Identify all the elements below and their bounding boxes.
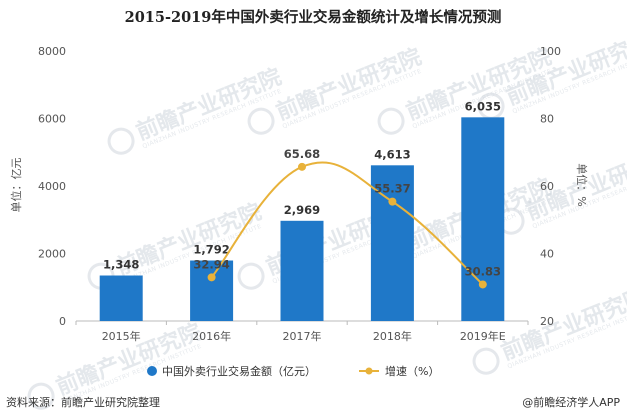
y-left-tick-label: 8000 bbox=[38, 45, 66, 58]
x-tick-label: 2016年 bbox=[192, 329, 231, 343]
bar-value-label: 1,792 bbox=[193, 243, 229, 257]
y-left-ticks: 0 2000 4000 6000 8000 bbox=[38, 45, 66, 328]
bar bbox=[280, 220, 324, 321]
line-point bbox=[207, 273, 216, 282]
y-left-tick-label: 2000 bbox=[38, 248, 66, 261]
brand-note: @前瞻经济学人APP bbox=[522, 395, 620, 409]
x-tick-label: 2015年 bbox=[102, 329, 141, 343]
watermark-logo-icon bbox=[247, 107, 275, 135]
y-right-tick-label: 20 bbox=[540, 315, 554, 328]
bar bbox=[99, 275, 143, 321]
chart-title: 2015-2019年中国外卖行业交易金额统计及增长情况预测 bbox=[125, 8, 502, 26]
x-tick-label: 2018年 bbox=[373, 329, 412, 343]
bar-value-label: 2,969 bbox=[284, 203, 320, 217]
y-right-tick-label: 80 bbox=[540, 113, 554, 126]
line-value-label: 30.83 bbox=[465, 264, 501, 278]
growth-line bbox=[210, 161, 484, 286]
y-left-tick-label: 4000 bbox=[38, 180, 66, 193]
watermark-logo-icon bbox=[27, 382, 55, 410]
watermark-logo-icon bbox=[107, 127, 135, 155]
watermark-logo-icon bbox=[477, 92, 505, 120]
y-right-ticks: 20 40 60 80 100 bbox=[540, 45, 561, 328]
watermark-text: 前瞻产业研究院 bbox=[273, 44, 426, 126]
line-point bbox=[298, 162, 306, 171]
bar-value-label: 4,613 bbox=[374, 147, 410, 161]
watermark-logo-icon bbox=[377, 107, 405, 135]
watermark-logo-icon bbox=[237, 262, 265, 290]
line-value-label: 55.37 bbox=[374, 182, 410, 196]
legend-line-label: 增速（%） bbox=[385, 364, 439, 378]
legend-line-marker bbox=[365, 367, 373, 375]
line-series bbox=[207, 161, 487, 289]
bar-value-label: 1,348 bbox=[103, 258, 139, 272]
y-right-axis-title: 单位：% bbox=[575, 163, 589, 206]
legend-item-line: 增速（%） bbox=[359, 364, 439, 378]
line-point bbox=[478, 280, 487, 289]
y-left-tick-label: 0 bbox=[59, 315, 66, 328]
y-right-tick-label: 40 bbox=[540, 248, 554, 261]
line-value-label: 65.68 bbox=[284, 147, 320, 161]
bar-value-label: 6,035 bbox=[465, 99, 501, 113]
line-value-label: 32.94 bbox=[193, 257, 229, 271]
legend-bar-swatch bbox=[147, 366, 157, 376]
line-point bbox=[388, 197, 397, 206]
legend-item-bar: 中国外卖行业交易金额（亿元） bbox=[147, 364, 316, 378]
watermark-logo-icon bbox=[472, 347, 500, 375]
y-left-tick-label: 6000 bbox=[38, 113, 66, 126]
x-ticks: 2015年 2016年 2017年 2018年 2019年E bbox=[75, 321, 529, 343]
y-right-tick-label: 60 bbox=[540, 180, 554, 193]
bar bbox=[461, 117, 505, 321]
y-right-tick-label: 100 bbox=[540, 45, 561, 58]
legend-bar-label: 中国外卖行业交易金额（亿元） bbox=[162, 364, 316, 378]
source-note: 资料来源：前瞻产业研究院整理 bbox=[6, 395, 160, 409]
bar-labels: 1,348 1,792 2,969 4,613 6,035 bbox=[103, 99, 501, 271]
y-left-axis-title: 单位：亿元 bbox=[9, 158, 23, 213]
x-tick-label: 2017年 bbox=[283, 329, 322, 343]
x-tick-label: 2019年E bbox=[460, 329, 506, 343]
legend: 中国外卖行业交易金额（亿元） 增速（%） bbox=[147, 364, 439, 378]
bar bbox=[190, 260, 234, 321]
line-labels: 32.94 65.68 55.37 30.83 bbox=[193, 147, 501, 279]
